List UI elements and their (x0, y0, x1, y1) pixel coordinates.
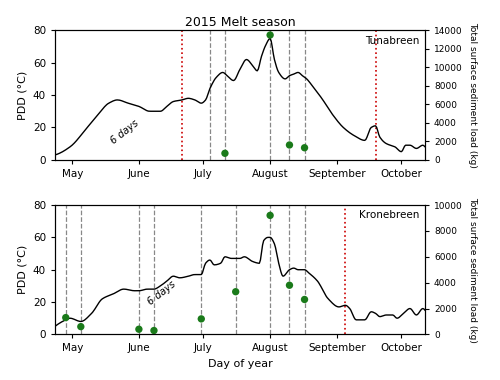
Point (135, 326, 143, 332)
Point (198, 316, 205, 322)
Point (286, 142, 294, 148)
Point (62, 315, 70, 321)
Point (286, 282, 294, 288)
Y-axis label: PDD (°C): PDD (°C) (18, 245, 28, 294)
Point (150, 328, 158, 334)
Y-axis label: Total surface sediment load (kg): Total surface sediment load (kg) (468, 197, 476, 343)
Point (300, 145, 308, 151)
Y-axis label: PDD (°C): PDD (°C) (18, 70, 28, 120)
Point (266, 212, 274, 218)
Text: Kronebreen: Kronebreen (359, 210, 420, 220)
Title: 2015 Melt season: 2015 Melt season (184, 16, 296, 29)
Text: 6 days: 6 days (146, 279, 177, 307)
Text: 6 days: 6 days (109, 118, 140, 146)
Text: Tunabreen: Tunabreen (365, 36, 420, 46)
X-axis label: Day of year: Day of year (208, 359, 272, 369)
Point (221, 150, 229, 156)
Point (300, 296, 308, 302)
Point (232, 289, 239, 295)
Point (266, 32, 274, 38)
Point (77, 324, 85, 330)
Y-axis label: Total surface sediment load (kg): Total surface sediment load (kg) (468, 22, 476, 168)
